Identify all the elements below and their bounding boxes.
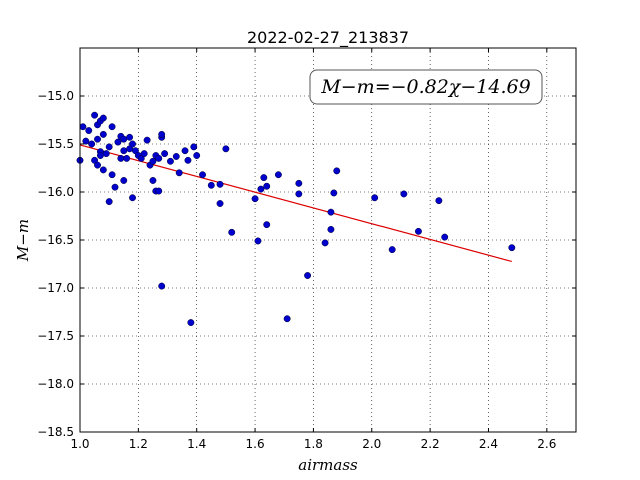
data-point [79, 123, 87, 131]
data-point [388, 246, 396, 254]
data-point [257, 185, 265, 193]
y-tick-label: −18.5 [37, 425, 74, 439]
data-point [149, 177, 157, 184]
data-point [114, 138, 122, 146]
data-point [143, 136, 151, 144]
data-points [76, 111, 516, 327]
data-point [140, 150, 148, 158]
data-point [111, 183, 119, 191]
data-point [228, 228, 236, 236]
data-point [158, 130, 166, 138]
data-point [304, 272, 312, 279]
data-point [172, 153, 180, 160]
y-tick-label: −16.5 [37, 233, 74, 247]
data-point [193, 152, 201, 159]
data-point [99, 130, 107, 138]
data-point [102, 150, 110, 158]
data-point [129, 140, 136, 148]
data-point [94, 161, 101, 169]
data-point [251, 195, 259, 203]
data-point [105, 143, 113, 151]
data-point [88, 140, 96, 148]
x-tick-label: 2.2 [421, 437, 440, 451]
data-point [260, 174, 268, 182]
x-tick-label: 1.2 [129, 437, 148, 451]
data-point [155, 187, 163, 195]
chart-title: 2022-02-27_213837 [247, 28, 409, 48]
data-point [96, 152, 104, 159]
data-point [91, 111, 99, 119]
data-point [216, 180, 224, 188]
data-point [99, 114, 107, 122]
data-point [82, 137, 90, 145]
x-tick-label: 1.8 [304, 437, 323, 451]
x-tick-label: 1.6 [246, 437, 265, 451]
fit-annotation-text: M−m=−0.82χ−14.69 [320, 76, 530, 98]
data-point [120, 147, 128, 155]
data-point [400, 190, 408, 198]
y-axis-label: M−m [14, 219, 32, 262]
x-tick-label: 2.0 [362, 437, 381, 451]
y-tick-label: −17.5 [37, 329, 74, 343]
data-point [120, 135, 128, 143]
x-tick-label: 2.4 [479, 437, 498, 451]
data-point [254, 237, 262, 245]
data-point [283, 315, 291, 323]
data-point [441, 233, 449, 241]
data-point [333, 167, 341, 175]
data-point [327, 225, 335, 233]
data-point [108, 171, 116, 179]
data-point [105, 198, 113, 206]
data-point [158, 282, 166, 290]
data-point [263, 182, 271, 190]
y-tick-label: −15.5 [37, 137, 74, 151]
data-point [85, 127, 93, 135]
data-point [435, 197, 443, 205]
data-point [161, 150, 169, 158]
data-point [295, 190, 303, 198]
data-point [263, 221, 271, 229]
data-point [199, 171, 206, 179]
data-point [181, 147, 189, 155]
y-tick-label: −18.0 [37, 377, 74, 391]
fit-annotation: M−m=−0.82χ−14.69 [309, 69, 543, 105]
y-tick-label: −15.0 [37, 89, 74, 103]
data-point [330, 189, 338, 197]
data-point [129, 194, 136, 202]
data-point [222, 145, 230, 153]
data-point [120, 177, 128, 184]
data-point [149, 157, 157, 165]
data-point [207, 181, 215, 189]
data-point [99, 166, 107, 174]
data-point [166, 157, 174, 165]
data-point [321, 239, 329, 247]
data-point [274, 171, 282, 179]
data-point [155, 154, 163, 162]
data-point [117, 154, 125, 162]
data-point [108, 123, 116, 131]
axis-ticks: 1.0 1.2 1.4 1.6 1.8 2.0 2.2 2.4 2.6 −15.0 −15.5 −16… [37, 48, 576, 451]
data-point [123, 154, 131, 162]
x-tick-label: 1.0 [70, 437, 89, 451]
data-point [508, 244, 516, 252]
data-point [190, 143, 198, 151]
data-point [414, 227, 422, 235]
data-point [216, 200, 224, 207]
data-point [327, 208, 335, 216]
y-tick-label: −17.0 [37, 281, 74, 295]
fit-annotation-box [309, 69, 543, 105]
y-tick-label: −16.0 [37, 185, 74, 199]
data-point [175, 169, 183, 177]
data-point [187, 319, 195, 327]
data-point [184, 156, 192, 164]
x-tick-label: 1.4 [187, 437, 206, 451]
data-point [126, 133, 134, 141]
data-point [94, 135, 101, 143]
x-tick-label: 2.6 [537, 437, 556, 451]
x-axis-label: airmass [298, 456, 358, 474]
data-point [371, 194, 379, 202]
data-point [295, 179, 303, 187]
grid-lines [80, 48, 576, 432]
